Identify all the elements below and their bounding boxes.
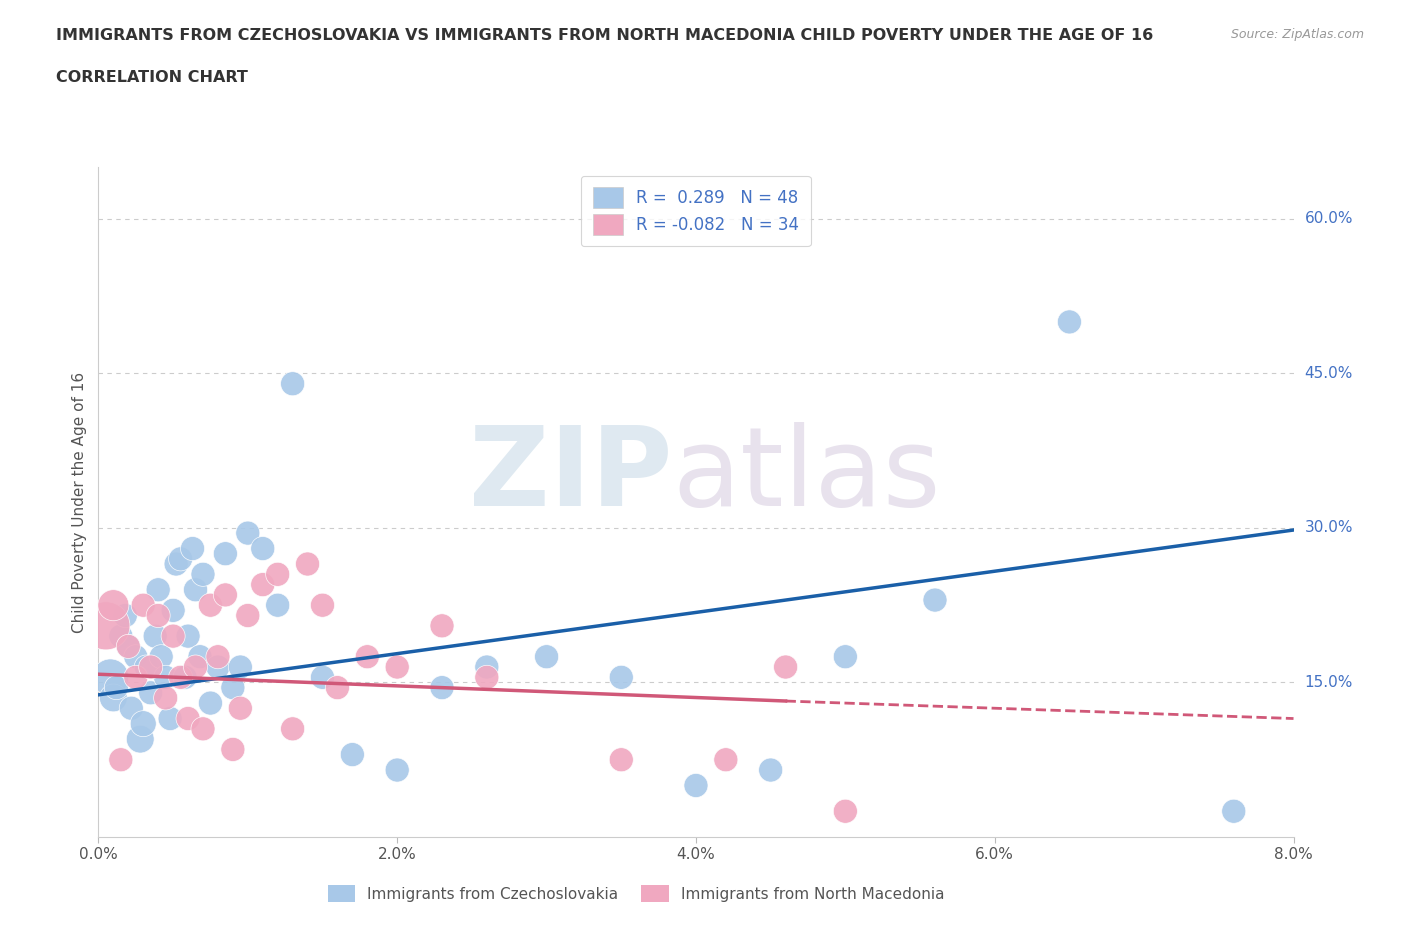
- Point: [834, 649, 856, 664]
- Point: [281, 377, 304, 392]
- Point: [132, 716, 155, 731]
- Point: [165, 556, 187, 571]
- Point: [775, 659, 797, 674]
- Point: [155, 670, 177, 684]
- Point: [252, 578, 274, 592]
- Point: [191, 567, 214, 582]
- Point: [103, 690, 125, 705]
- Point: [177, 711, 200, 726]
- Point: [759, 763, 782, 777]
- Point: [311, 598, 333, 613]
- Point: [184, 582, 207, 597]
- Point: [148, 608, 170, 623]
- Point: [114, 608, 136, 623]
- Point: [177, 629, 200, 644]
- Point: [1059, 314, 1081, 329]
- Point: [610, 670, 633, 684]
- Point: [536, 649, 558, 664]
- Point: [267, 598, 290, 613]
- Point: [169, 670, 191, 684]
- Point: [924, 592, 946, 607]
- Point: [150, 649, 173, 664]
- Point: [214, 588, 236, 603]
- Point: [188, 649, 211, 664]
- Point: [236, 608, 259, 623]
- Point: [181, 541, 204, 556]
- Point: [252, 541, 274, 556]
- Point: [184, 659, 207, 674]
- Point: [155, 690, 177, 705]
- Point: [117, 639, 139, 654]
- Point: [229, 701, 252, 716]
- Point: [714, 752, 737, 767]
- Point: [125, 670, 148, 684]
- Point: [207, 649, 229, 664]
- Point: [139, 659, 162, 674]
- Point: [162, 629, 184, 644]
- Point: [125, 649, 148, 664]
- Point: [110, 629, 132, 644]
- Point: [139, 685, 162, 700]
- Y-axis label: Child Poverty Under the Age of 16: Child Poverty Under the Age of 16: [72, 372, 87, 632]
- Point: [834, 804, 856, 818]
- Point: [326, 680, 349, 695]
- Point: [342, 747, 364, 762]
- Point: [105, 680, 128, 695]
- Text: 15.0%: 15.0%: [1305, 675, 1353, 690]
- Point: [229, 659, 252, 674]
- Text: CORRELATION CHART: CORRELATION CHART: [56, 70, 247, 85]
- Point: [174, 670, 197, 684]
- Text: 45.0%: 45.0%: [1305, 365, 1353, 381]
- Point: [610, 752, 633, 767]
- Text: Source: ZipAtlas.com: Source: ZipAtlas.com: [1230, 28, 1364, 41]
- Text: ZIP: ZIP: [468, 422, 672, 529]
- Text: 60.0%: 60.0%: [1305, 211, 1353, 226]
- Point: [200, 598, 222, 613]
- Point: [430, 680, 453, 695]
- Point: [117, 639, 139, 654]
- Point: [143, 629, 166, 644]
- Point: [430, 618, 453, 633]
- Point: [385, 659, 409, 674]
- Point: [222, 680, 245, 695]
- Point: [267, 567, 290, 582]
- Point: [297, 556, 319, 571]
- Point: [148, 582, 170, 597]
- Point: [385, 763, 409, 777]
- Point: [685, 778, 707, 793]
- Point: [110, 752, 132, 767]
- Point: [281, 722, 304, 737]
- Point: [191, 722, 214, 737]
- Text: atlas: atlas: [672, 422, 941, 529]
- Text: IMMIGRANTS FROM CZECHOSLOVAKIA VS IMMIGRANTS FROM NORTH MACEDONIA CHILD POVERTY : IMMIGRANTS FROM CZECHOSLOVAKIA VS IMMIGR…: [56, 28, 1153, 43]
- Point: [135, 659, 157, 674]
- Point: [311, 670, 333, 684]
- Point: [222, 742, 245, 757]
- Point: [103, 598, 125, 613]
- Point: [129, 732, 152, 747]
- Point: [98, 670, 122, 684]
- Text: 30.0%: 30.0%: [1305, 521, 1353, 536]
- Point: [475, 659, 498, 674]
- Point: [94, 618, 117, 633]
- Point: [132, 598, 155, 613]
- Point: [200, 696, 222, 711]
- Point: [475, 670, 498, 684]
- Point: [207, 659, 229, 674]
- Point: [236, 525, 259, 540]
- Point: [1222, 804, 1246, 818]
- Point: [159, 711, 181, 726]
- Point: [162, 603, 184, 618]
- Point: [120, 701, 142, 716]
- Point: [214, 546, 236, 561]
- Legend: Immigrants from Czechoslovakia, Immigrants from North Macedonia: Immigrants from Czechoslovakia, Immigran…: [321, 878, 952, 910]
- Point: [169, 551, 191, 566]
- Point: [356, 649, 378, 664]
